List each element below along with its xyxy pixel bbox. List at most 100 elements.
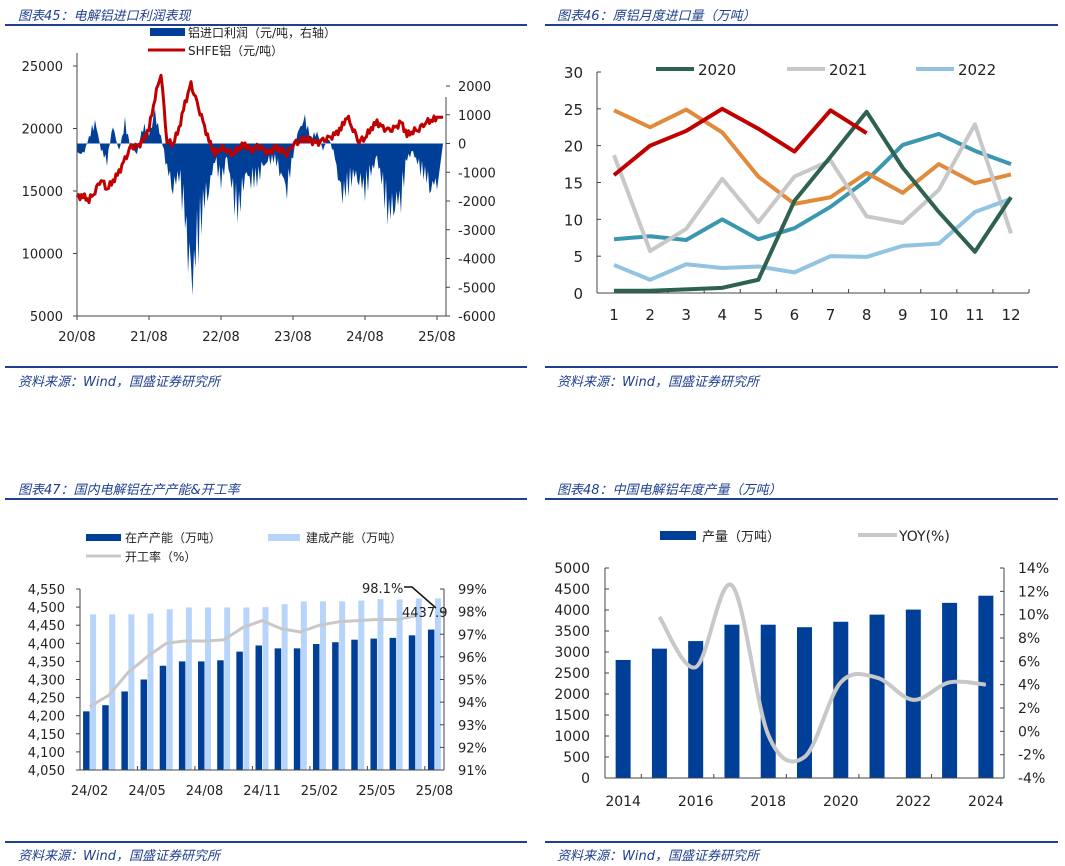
chart46-source: 资料来源：Wind，国盛证券研究所	[557, 375, 759, 390]
built-capacity-bar	[319, 601, 326, 770]
operating-capacity-bar	[351, 639, 358, 770]
utilization-rate-line	[88, 614, 416, 708]
left-tick-label: 1000	[554, 729, 590, 745]
operating-capacity-bar	[255, 645, 262, 770]
x-tick-label: 6	[790, 306, 800, 324]
x-tick-label: 2014	[605, 794, 641, 810]
legend-label-import-profit: 铝进口利润（元/吨，右轴）	[188, 25, 336, 40]
production-bar	[833, 621, 849, 778]
x-tick-label: 8	[862, 306, 872, 324]
chart48-title-rule	[545, 498, 1058, 500]
operating-capacity-bar	[217, 660, 224, 770]
left-tick-label: 4,450	[28, 619, 65, 634]
legend-label-production: 产量（万吨）	[702, 530, 780, 545]
operating-capacity-bar	[389, 637, 397, 770]
right-tick-label: 12%	[1018, 584, 1049, 600]
right-tick-label: -4%	[1018, 771, 1045, 787]
right-tick-label: -2000	[458, 195, 496, 210]
import-line-2020	[614, 109, 1013, 293]
operating-capacity-bar	[293, 648, 301, 770]
production-bar	[615, 659, 631, 778]
right-tick-label: -3000	[458, 224, 496, 239]
built-capacity-bar	[281, 604, 288, 770]
right-tick-label: 0	[458, 138, 466, 153]
x-tick-label: 22/08	[202, 330, 239, 345]
right-tick-label: 99%	[458, 583, 487, 598]
operating-capacity-bar	[274, 648, 282, 770]
built-capacity-bar	[377, 599, 384, 770]
legend-label-operating: 在产产能（万吨）	[125, 531, 221, 545]
annotation-leader-line	[404, 586, 437, 609]
right-tick-label: -2%	[1018, 748, 1045, 764]
production-bar	[760, 624, 776, 778]
left-tick-label: 1500	[554, 708, 590, 724]
x-tick-label: 2016	[678, 794, 714, 810]
legend-label-2020: 2020	[698, 61, 736, 79]
operating-capacity-bar	[121, 691, 128, 770]
right-tick-label: -6000	[458, 310, 496, 325]
built-capacity-bar	[90, 614, 97, 770]
left-tick-label: 10000	[22, 248, 63, 263]
left-tick-label: 5000	[554, 561, 590, 577]
built-capacity-bar	[243, 607, 250, 770]
built-capacity-bar	[224, 607, 231, 770]
x-tick-label: 21/08	[130, 330, 167, 345]
chart45-source: 资料来源：Wind，国盛证券研究所	[18, 375, 220, 390]
x-tick-label: 25/02	[301, 784, 338, 799]
production-bar	[797, 627, 812, 778]
right-tick-label: 94%	[458, 696, 487, 711]
left-tick-label: 4,200	[28, 710, 65, 725]
legend-label-yoy: YOY(%)	[898, 529, 950, 545]
x-tick-label: 2020	[823, 794, 859, 810]
x-tick-label: 2	[645, 306, 655, 324]
built-capacity-bar	[166, 609, 173, 770]
chart47-source: 资料来源：Wind，国盛证券研究所	[18, 849, 220, 864]
left-tick-label: 2000	[554, 687, 590, 703]
legend-label-2021: 2021	[829, 61, 867, 79]
operating-capacity-bar	[159, 665, 167, 770]
chart48-source-rule	[545, 841, 1058, 843]
x-tick-label: 25/08	[418, 330, 455, 345]
production-bar	[724, 624, 740, 778]
y-tick-label: 25	[564, 101, 583, 119]
right-tick-label: 97%	[458, 628, 487, 643]
operating-capacity-bar	[102, 705, 109, 770]
left-tick-label: 4,250	[28, 692, 65, 707]
left-tick-label: 15000	[22, 185, 63, 200]
right-tick-label: -1000	[458, 166, 496, 181]
operating-capacity-bar	[408, 635, 416, 770]
chart48-title: 图表48：中国电解铝年度产量（万吨）	[557, 483, 782, 498]
built-capacity-bar	[339, 601, 346, 770]
operating-capacity-bar	[198, 661, 205, 770]
right-tick-label: -4000	[458, 253, 496, 268]
operating-capacity-bar	[427, 629, 435, 770]
right-tick-label: 93%	[458, 719, 487, 734]
production-bar	[688, 641, 704, 778]
chart47-title: 图表47：国内电解铝在产产能&开工率	[18, 483, 240, 498]
right-tick-label: 2000	[458, 80, 491, 95]
operating-capacity-bar	[83, 711, 90, 770]
x-tick-label: 24/11	[243, 784, 280, 799]
x-tick-label: 2022	[895, 794, 931, 810]
x-tick-label: 23/08	[274, 330, 311, 345]
right-tick-label: 8%	[1018, 631, 1040, 647]
production-bar	[905, 609, 921, 778]
left-tick-label: 4500	[554, 582, 590, 598]
y-tick-label: 30	[564, 64, 583, 82]
production-bar	[942, 602, 958, 778]
left-tick-label: 4,350	[28, 655, 65, 670]
right-tick-label: 14%	[1018, 561, 1049, 577]
operating-capacity-bar	[370, 638, 377, 770]
left-tick-label: 4,400	[28, 637, 65, 652]
x-tick-label: 24/02	[71, 784, 108, 799]
y-tick-label: 0	[573, 285, 583, 303]
chart47-title-rule	[5, 498, 527, 500]
right-tick-label: -5000	[458, 281, 496, 296]
chart45-title-rule	[5, 24, 527, 26]
operating-capacity-bar	[332, 642, 339, 770]
right-tick-label: 91%	[458, 764, 487, 779]
chart46-title-rule	[545, 24, 1058, 26]
annotation-capacity: 4437.9	[402, 606, 448, 621]
x-tick-label: 24/08	[186, 784, 223, 799]
built-capacity-bar	[185, 607, 192, 770]
